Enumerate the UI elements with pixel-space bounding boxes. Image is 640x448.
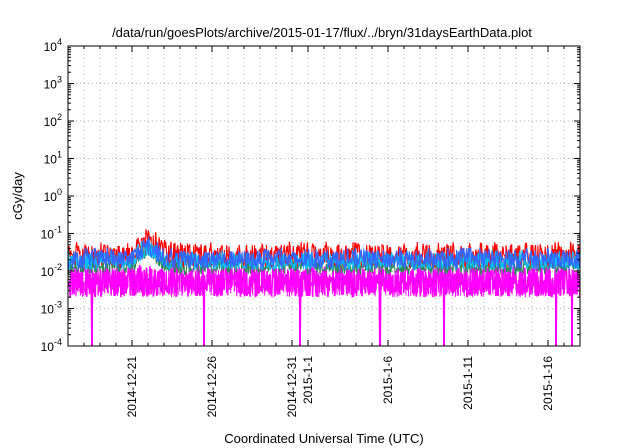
- y-tick-label: 100: [44, 187, 62, 204]
- y-axis-label: cGy/day: [10, 172, 25, 220]
- y-tick-label: 101: [44, 150, 62, 167]
- y-tick-label: 10-2: [41, 262, 62, 279]
- y-tick-label: 102: [44, 112, 62, 129]
- x-tick-label: 2014-12-21: [125, 356, 139, 418]
- x-tick-label: 2015-1-16: [541, 356, 555, 411]
- y-tick-label: 10-3: [41, 300, 62, 317]
- y-tick-label: 10-1: [41, 225, 62, 242]
- x-tick-label: 2015-1-1: [301, 356, 315, 404]
- plot-area: [68, 229, 581, 346]
- x-axis: 2014-12-21 2014-12-26 2014-12-31 2015-1-1 20…: [83, 46, 565, 418]
- y-tick-label: 104: [44, 37, 62, 54]
- y-tick-label: 103: [44, 75, 62, 92]
- x-axis-label: Coordinated Universal Time (UTC): [224, 431, 423, 446]
- y-axis: 10-4 10-3 10-2 10-1 100 101 102 103 104: [41, 37, 580, 354]
- chart-title: /data/run/goesPlots/archive/2015-01-17/f…: [112, 25, 532, 40]
- x-tick-label: 2014-12-31: [285, 356, 299, 418]
- x-tick-label: 2015-1-11: [461, 356, 475, 410]
- x-tick-label: 2014-12-26: [205, 356, 219, 418]
- grid: [68, 46, 580, 346]
- x-tick-label: 2015-1-6: [381, 356, 395, 404]
- y-tick-label: 10-4: [41, 337, 62, 354]
- series-line: [68, 235, 580, 270]
